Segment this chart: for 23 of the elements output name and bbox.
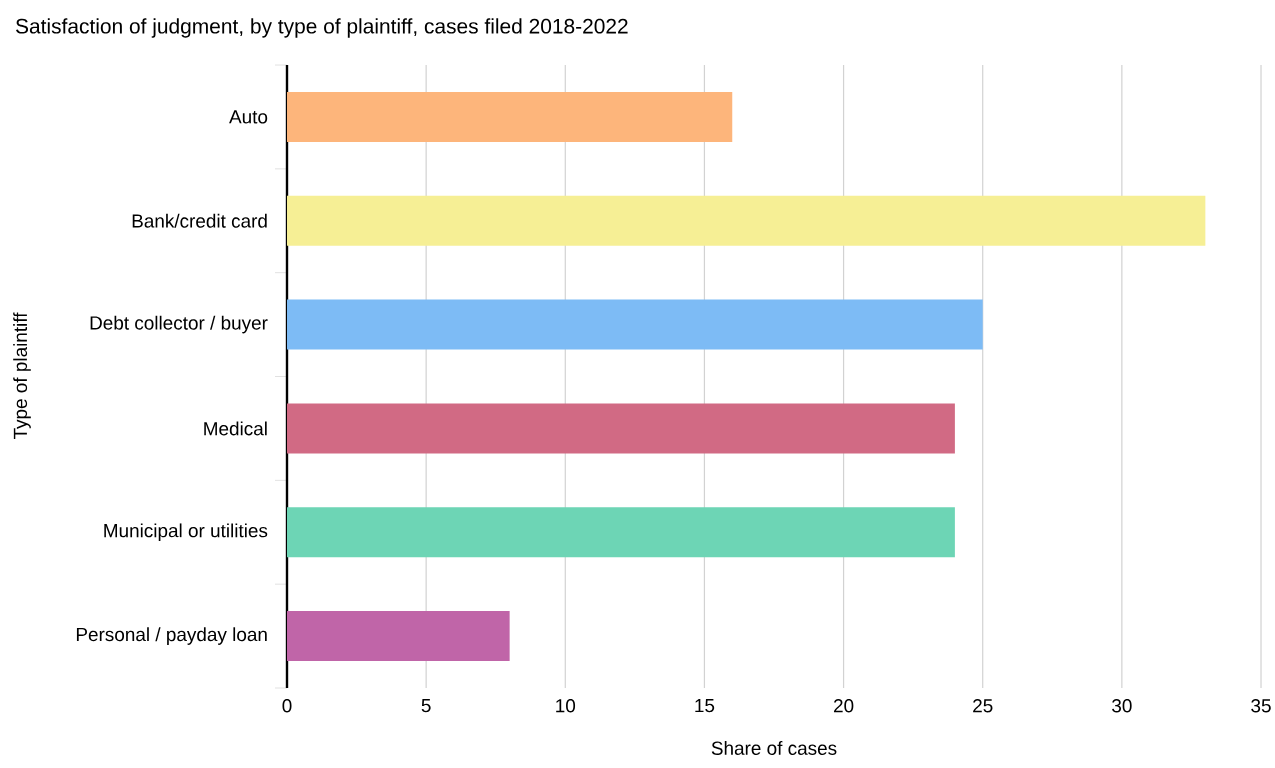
bar <box>287 91 733 142</box>
x-tick-label: 0 <box>282 699 292 713</box>
bar <box>287 403 955 454</box>
x-tick-label: 10 <box>556 699 576 713</box>
bar <box>287 507 955 558</box>
y-tick-label: Auto <box>229 110 268 124</box>
y-tick-label: Municipal or utilities <box>104 523 268 542</box>
x-tick-label: 20 <box>833 699 854 713</box>
y-axis-title: Type of plaintiff <box>13 312 31 440</box>
x-tick-label: 5 <box>421 699 431 713</box>
bar <box>287 299 983 350</box>
y-tick-label: Debt collector / buyer <box>90 315 268 334</box>
x-tick-label: 30 <box>1112 699 1132 713</box>
x-tick-label: 15 <box>695 699 715 713</box>
y-tick-label: Medical <box>204 421 267 436</box>
chart-title: Satisfaction of judgment, by type of plaintiff, cases filed 2018-2022 <box>15 18 628 38</box>
x-tick-label: 25 <box>973 699 993 713</box>
y-tick-label: Bank/credit card <box>132 213 267 228</box>
bar <box>287 195 1206 246</box>
bar <box>287 611 510 662</box>
x-axis-title: Share of cases <box>711 741 837 755</box>
x-tick-label: 35 <box>1251 699 1271 713</box>
y-tick-label: Personal / payday loan <box>76 627 267 645</box>
